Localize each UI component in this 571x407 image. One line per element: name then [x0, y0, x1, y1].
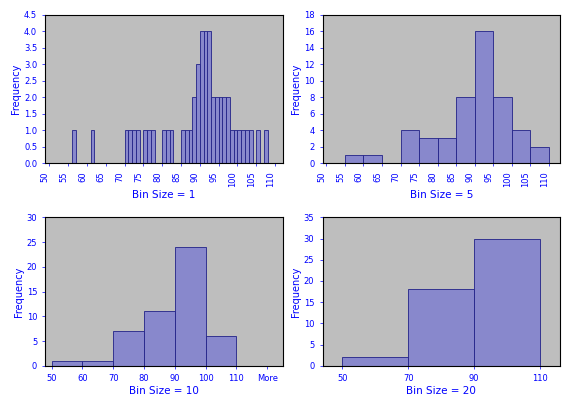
X-axis label: Bin Size = 1: Bin Size = 1 — [132, 190, 196, 200]
Bar — [91, 130, 94, 163]
Bar — [151, 130, 155, 163]
X-axis label: Bin Size = 20: Bin Size = 20 — [407, 386, 476, 396]
Bar — [144, 311, 175, 366]
Bar — [256, 130, 260, 163]
Bar — [207, 31, 211, 163]
Bar — [211, 97, 215, 163]
X-axis label: Bin Size = 10: Bin Size = 10 — [129, 386, 199, 396]
Bar — [456, 97, 475, 163]
Y-axis label: Frequency: Frequency — [11, 63, 21, 114]
Bar — [475, 31, 493, 163]
Bar — [143, 130, 147, 163]
Bar — [219, 97, 223, 163]
Bar — [238, 130, 241, 163]
Bar — [437, 138, 456, 163]
Bar — [264, 130, 268, 163]
Bar — [82, 361, 113, 366]
Bar — [493, 97, 512, 163]
Bar — [245, 130, 249, 163]
Bar — [200, 31, 204, 163]
Bar — [345, 155, 364, 163]
Y-axis label: Frequency: Frequency — [291, 63, 301, 114]
Bar — [364, 155, 382, 163]
Bar — [72, 130, 75, 163]
Bar — [223, 97, 226, 163]
Bar — [226, 97, 230, 163]
Bar — [475, 239, 540, 366]
Bar — [343, 357, 408, 366]
Y-axis label: Frequency: Frequency — [14, 266, 24, 317]
Bar — [408, 289, 475, 366]
Bar — [181, 130, 185, 163]
X-axis label: Bin Size = 5: Bin Size = 5 — [409, 190, 473, 200]
Bar — [419, 138, 437, 163]
Bar — [215, 97, 219, 163]
Bar — [162, 130, 166, 163]
Bar — [196, 64, 200, 163]
Bar — [128, 130, 132, 163]
Bar — [400, 130, 419, 163]
Bar — [170, 130, 174, 163]
Y-axis label: Frequency: Frequency — [291, 266, 301, 317]
Bar — [192, 97, 196, 163]
Bar — [241, 130, 245, 163]
Bar — [147, 130, 151, 163]
Bar — [51, 361, 82, 366]
Bar — [230, 130, 234, 163]
Bar — [234, 130, 238, 163]
Bar — [249, 130, 252, 163]
Bar — [175, 247, 206, 366]
Bar — [166, 130, 170, 163]
Bar — [204, 31, 207, 163]
Bar — [206, 336, 236, 366]
Bar — [530, 147, 549, 163]
Bar — [124, 130, 128, 163]
Bar — [512, 130, 530, 163]
Bar — [132, 130, 136, 163]
Bar — [188, 130, 192, 163]
Bar — [185, 130, 188, 163]
Bar — [136, 130, 139, 163]
Bar — [113, 331, 144, 366]
